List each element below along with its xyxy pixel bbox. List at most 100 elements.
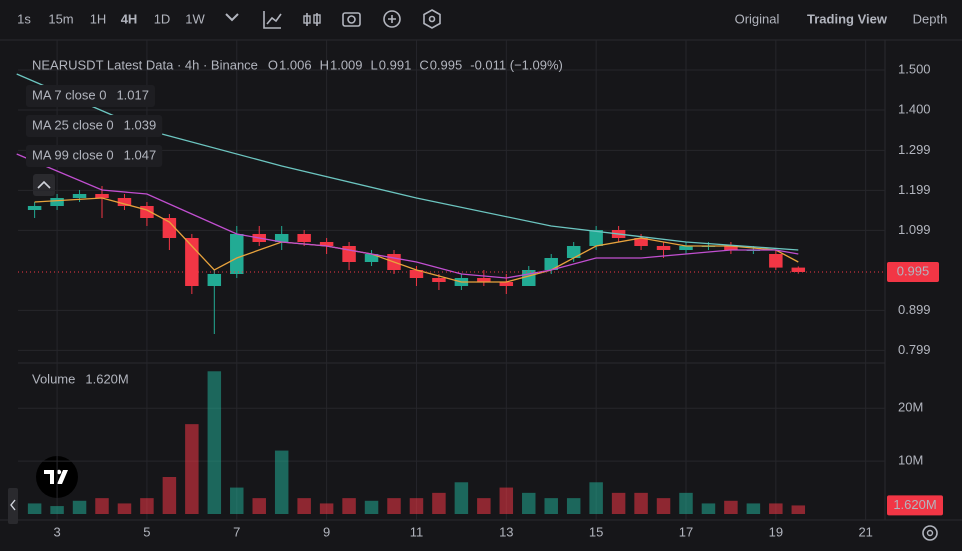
more-intervals-icon[interactable] [225, 13, 239, 22]
volume-bar [140, 498, 154, 514]
ohlc-key: L [371, 57, 378, 72]
ma-legend-name: MA 7 close 0 [32, 87, 106, 102]
x-tick-label: 9 [323, 524, 330, 539]
volume-bar [72, 500, 87, 514]
candle-body [791, 267, 806, 272]
last-volume-tag [887, 495, 943, 516]
ohlc-value: 1.009 [330, 57, 363, 72]
y-tick-label: 1.099 [898, 222, 931, 237]
scroll-tab[interactable] [8, 488, 18, 524]
candle-body [342, 246, 356, 262]
candle-body [679, 246, 693, 250]
volume-bar [679, 492, 693, 514]
volume-bar [27, 503, 42, 514]
candle-body [589, 230, 603, 246]
volume-bar [791, 505, 806, 514]
candle-body [409, 270, 424, 278]
ohlc-value: 0.995 [430, 57, 463, 72]
view-button[interactable]: Depth [913, 11, 948, 26]
candle-body [27, 206, 42, 210]
last-price-tag [887, 262, 939, 282]
screenshot-icon[interactable] [342, 12, 361, 27]
volume-bar [117, 503, 132, 514]
candle-body [230, 234, 244, 274]
candle-body [769, 254, 783, 268]
volume-bar [409, 498, 424, 514]
x-tick-label: 17 [679, 524, 693, 539]
candle-body [656, 246, 671, 250]
volume-bar [499, 487, 514, 514]
scroll-tab-arrow [10, 499, 16, 511]
logo-mark [44, 470, 68, 484]
volume-bar [387, 498, 401, 514]
candle-body [117, 198, 132, 206]
volume-bar [544, 498, 558, 514]
ma-line [34, 197, 799, 283]
last-volume-label: 1.620M [893, 497, 936, 512]
candle-body [162, 218, 177, 238]
volume-tick-label: 10M [898, 453, 923, 468]
candle-body [499, 282, 514, 286]
candle-body [95, 194, 109, 198]
volume-bar [185, 424, 199, 514]
add-icon-plus [388, 15, 396, 23]
last-price-label: 0.995 [897, 263, 930, 278]
axis-settings-center [926, 529, 934, 537]
interval-button[interactable]: 1W [185, 11, 205, 26]
x-tick-label: 13 [499, 524, 513, 539]
candle-body [50, 198, 64, 206]
interval-button[interactable]: 1s [17, 11, 31, 26]
volume-bar [611, 492, 626, 514]
volume-bar [477, 498, 491, 514]
interval-button[interactable]: 1H [90, 11, 107, 26]
candle-body [477, 278, 491, 282]
volume-bar [50, 506, 64, 514]
ma-legend-name: MA 99 close 0 [32, 147, 114, 162]
candle-type-icon-body [313, 14, 321, 24]
interval-button[interactable]: 15m [48, 11, 73, 26]
volume-bar [252, 498, 266, 514]
volume-bar [230, 487, 244, 514]
volume-bar [297, 498, 311, 514]
x-tick-label: 5 [143, 524, 150, 539]
axis-settings-icon[interactable] [922, 525, 938, 541]
collapse-legend-button[interactable] [33, 174, 55, 196]
add-icon[interactable] [383, 10, 401, 28]
candle-body [319, 242, 334, 246]
y-tick-label: 1.199 [898, 182, 931, 197]
ma-legend-bg [26, 85, 155, 107]
candle-body [522, 270, 536, 286]
collapse-icon [37, 180, 51, 189]
indicator-icon[interactable] [263, 11, 282, 29]
ohlc-value: 0.991 [379, 57, 412, 72]
volume-bar [342, 498, 356, 514]
interval-button[interactable]: 1D [154, 11, 171, 26]
candle-body [207, 274, 222, 286]
volume-bar [634, 492, 648, 514]
x-tick-label: 15 [589, 524, 603, 539]
volume-bar [95, 498, 109, 514]
ma-line [16, 153, 799, 279]
ohlc-key: C [419, 57, 428, 72]
volume-bar [319, 503, 334, 514]
volume-bar [432, 492, 446, 514]
view-button[interactable]: Trading View [807, 11, 888, 26]
x-tick-label: 7 [233, 524, 240, 539]
ma-legend-bg [26, 115, 163, 137]
settings-icon-center [428, 15, 436, 23]
ma-legend-value: 1.047 [124, 147, 157, 162]
candle-body [724, 246, 738, 250]
settings-icon[interactable] [423, 9, 441, 29]
candle-body [364, 254, 379, 262]
ohlc-key: O [268, 57, 278, 72]
ohlc-value: 1.006 [279, 57, 312, 72]
interval-button[interactable]: 4H [121, 11, 138, 26]
volume-bar [769, 503, 783, 514]
candle-body [274, 234, 289, 242]
view-button[interactable]: Original [735, 11, 780, 26]
x-tick-label: 3 [53, 524, 60, 539]
candle-type-icon-body [303, 15, 311, 24]
ma-legend-value: 1.017 [116, 87, 149, 102]
volume-bar [274, 450, 289, 514]
